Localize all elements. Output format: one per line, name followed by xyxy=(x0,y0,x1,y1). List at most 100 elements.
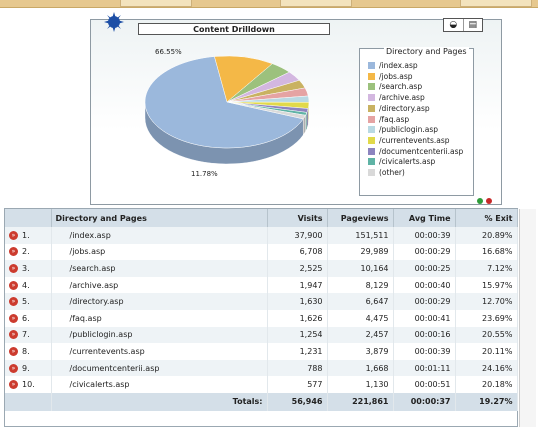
expand-row-icon[interactable]: » xyxy=(9,247,18,257)
legend-item[interactable]: /index.asp xyxy=(368,61,418,70)
row-rank: 8. xyxy=(22,346,30,356)
row-rank: 2. xyxy=(22,247,30,257)
legend-item[interactable]: /faq.asp xyxy=(368,115,409,124)
legend-label: /civicalerts.asp xyxy=(379,157,436,167)
chart-tools: ◒ ▤ xyxy=(443,18,483,32)
row-page[interactable]: /index.asp xyxy=(51,227,268,244)
row-pageviews: 4,475 xyxy=(327,309,394,327)
top-toolbar-strip xyxy=(0,0,538,8)
row-visits: 1,231 xyxy=(267,343,328,360)
legend-swatch xyxy=(368,104,375,112)
legend-swatch xyxy=(368,169,375,176)
row-rank: 1. xyxy=(22,230,30,240)
expand-row-icon[interactable]: » xyxy=(9,380,18,390)
legend-item[interactable]: /archive.asp xyxy=(368,93,425,102)
table-view-icon[interactable]: ▤ xyxy=(468,20,477,30)
legend-title: Directory and Pages xyxy=(384,47,469,56)
row-avg-time: 00:00:41 xyxy=(393,309,456,327)
totals-visits: 56,946 xyxy=(267,392,328,411)
row-visits: 6,708 xyxy=(267,243,328,261)
top-toolbar-tab[interactable] xyxy=(460,0,532,7)
legend-swatch xyxy=(368,115,375,123)
header-exit[interactable]: % Exit xyxy=(455,209,518,227)
row-page[interactable]: /documentcenterii.asp xyxy=(51,359,268,377)
legend-item[interactable]: /documentcenterii.asp xyxy=(368,147,463,156)
legend-swatch xyxy=(368,158,375,166)
header-pageviews[interactable]: Pageviews xyxy=(327,209,394,227)
expand-row-icon[interactable]: » xyxy=(9,280,18,290)
table-row[interactable]: » 6. /faq.asp 1,626 4,475 00:00:41 23.69% xyxy=(5,309,518,327)
legend-label: /archive.asp xyxy=(379,93,425,103)
expand-row-icon[interactable]: » xyxy=(9,330,18,340)
row-visits: 788 xyxy=(267,359,328,377)
row-visits: 37,900 xyxy=(267,227,328,244)
legend-label: /publiclogin.asp xyxy=(379,125,439,135)
legend-item[interactable]: (other) xyxy=(368,168,405,177)
table-row[interactable]: » 8. /currentevents.asp 1,231 3,879 00:00:39 2… xyxy=(5,343,518,360)
legend-item[interactable]: /jobs.asp xyxy=(368,72,413,81)
legend-label: /documentcenterii.asp xyxy=(379,146,464,156)
expand-row-icon[interactable]: » xyxy=(9,230,18,240)
pie-view-icon[interactable]: ◒ xyxy=(444,19,464,31)
expand-row-icon[interactable]: » xyxy=(9,346,18,356)
expand-row-icon[interactable]: » xyxy=(9,297,18,307)
expand-row-icon[interactable]: » xyxy=(9,313,18,323)
pie-slice[interactable] xyxy=(214,55,273,103)
panel-title: Content Drilldown xyxy=(138,23,330,35)
table-row[interactable]: » 9. /documentcenterii.asp 788 1,668 00:01:11… xyxy=(5,359,518,377)
row-avg-time: 00:00:51 xyxy=(393,376,456,393)
table-row[interactable]: » 2. /jobs.asp 6,708 29,989 00:00:29 16.68% xyxy=(5,243,518,261)
row-avg-time: 00:01:11 xyxy=(393,359,456,377)
table-row[interactable]: » 1. /index.asp 37,900 151,511 00:00:39 20.89% xyxy=(5,227,518,244)
table-row[interactable]: » 4. /archive.asp 1,947 8,129 00:00:40 15.97% xyxy=(5,276,518,294)
totals-row: Totals: 56,946 221,861 00:00:37 19.27% xyxy=(5,392,518,411)
row-page[interactable]: /civicalerts.asp xyxy=(51,376,268,393)
expand-row-icon[interactable]: » xyxy=(9,263,18,273)
row-rank: 4. xyxy=(22,280,30,290)
totals-label: Totals: xyxy=(51,392,268,411)
expand-row-icon[interactable]: » xyxy=(9,363,18,373)
row-page[interactable]: /search.asp xyxy=(51,260,268,277)
legend-swatch xyxy=(368,62,375,69)
header-directory-and-pages[interactable]: Directory and Pages xyxy=(51,209,268,227)
row-page[interactable]: /currentevents.asp xyxy=(51,343,268,360)
top-toolbar-tab[interactable] xyxy=(280,0,352,7)
row-visits: 1,630 xyxy=(267,293,328,310)
header-avg-time[interactable]: Avg Time xyxy=(393,209,456,227)
status-dot-green xyxy=(477,198,483,204)
legend-item[interactable]: /civicalerts.asp xyxy=(368,157,435,166)
row-avg-time: 00:00:39 xyxy=(393,227,456,244)
legend-item[interactable]: /search.asp xyxy=(368,82,422,91)
row-pageviews: 1,668 xyxy=(327,359,394,377)
pie-label-index: 66.55% xyxy=(155,48,182,56)
pie-slice[interactable] xyxy=(226,101,306,120)
vertical-scrollbar[interactable] xyxy=(519,209,536,427)
legend-item[interactable]: /publiclogin.asp xyxy=(368,125,438,134)
row-pageviews: 8,129 xyxy=(327,276,394,294)
header-rank xyxy=(5,209,52,227)
legend-item[interactable]: /currentevents.asp xyxy=(368,136,450,145)
row-avg-time: 00:00:39 xyxy=(393,343,456,360)
table-row[interactable]: » 3. /search.asp 2,525 10,164 00:00:25 7.12% xyxy=(5,260,518,277)
legend-label: (other) xyxy=(379,168,405,177)
pie-slice[interactable] xyxy=(144,56,304,149)
table-row[interactable]: » 7. /publiclogin.asp 1,254 2,457 00:00:16 20.… xyxy=(5,326,518,344)
header-visits[interactable]: Visits xyxy=(267,209,328,227)
row-page[interactable]: /jobs.asp xyxy=(51,243,268,261)
totals-avg-time: 00:00:37 xyxy=(393,392,456,411)
table-row[interactable]: » 5. /directory.asp 1,630 6,647 00:00:29 12.70… xyxy=(5,293,518,310)
row-page[interactable]: /publiclogin.asp xyxy=(51,326,268,344)
top-toolbar-tab[interactable] xyxy=(120,0,192,7)
legend-label: /search.asp xyxy=(379,82,423,92)
row-page[interactable]: /faq.asp xyxy=(51,309,268,327)
row-avg-time: 00:00:29 xyxy=(393,293,456,310)
table-row[interactable]: » 10. /civicalerts.asp 577 1,130 00:00:51 20.1… xyxy=(5,376,518,393)
row-pageviews: 6,647 xyxy=(327,293,394,310)
row-avg-time: 00:00:25 xyxy=(393,260,456,277)
legend-item[interactable]: /directory.asp xyxy=(368,104,430,113)
row-page[interactable]: /archive.asp xyxy=(51,276,268,294)
row-rank: 7. xyxy=(22,330,30,340)
row-page[interactable]: /directory.asp xyxy=(51,293,268,310)
row-exit: 16.68% xyxy=(455,243,518,261)
row-visits: 577 xyxy=(267,376,328,393)
